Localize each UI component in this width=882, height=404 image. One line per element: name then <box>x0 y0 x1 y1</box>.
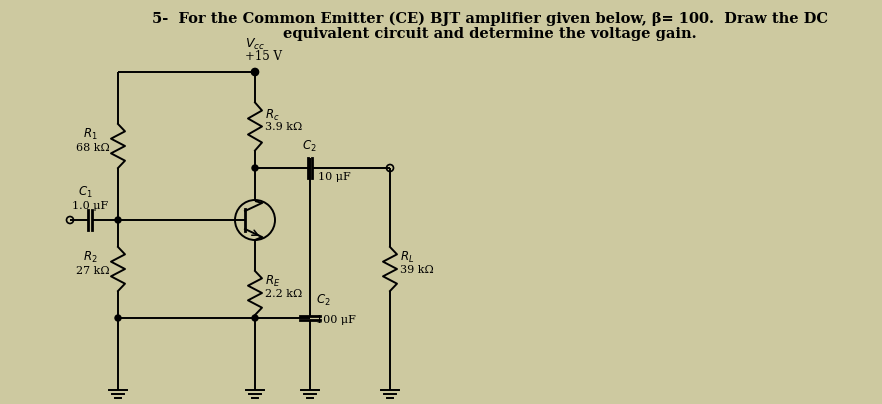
Text: 5-  For the Common Emitter (CE) BJT amplifier given below, β= 100.  Draw the DC: 5- For the Common Emitter (CE) BJT ampli… <box>152 12 828 26</box>
Text: $C_2$: $C_2$ <box>302 139 317 154</box>
Text: $C_2$: $C_2$ <box>316 293 331 308</box>
Text: $V_{cc}$: $V_{cc}$ <box>245 37 265 52</box>
Text: 100 μF: 100 μF <box>316 315 355 325</box>
Text: $R_L$: $R_L$ <box>400 250 415 265</box>
Text: 27 kΩ: 27 kΩ <box>76 266 109 276</box>
Text: $R_1$: $R_1$ <box>83 127 98 142</box>
Text: $R_2$: $R_2$ <box>83 250 98 265</box>
Circle shape <box>115 315 121 321</box>
Text: 39 kΩ: 39 kΩ <box>400 265 434 275</box>
Circle shape <box>252 69 258 75</box>
Text: equivalent circuit and determine the voltage gain.: equivalent circuit and determine the vol… <box>283 27 697 41</box>
Text: 1.0 μF: 1.0 μF <box>72 201 108 211</box>
Text: $R_c$: $R_c$ <box>265 107 280 122</box>
Circle shape <box>115 217 121 223</box>
Text: 10 μF: 10 μF <box>318 172 351 182</box>
Text: 3.9 kΩ: 3.9 kΩ <box>265 122 303 133</box>
Text: +15 V: +15 V <box>245 50 282 63</box>
Circle shape <box>252 315 258 321</box>
Circle shape <box>252 165 258 171</box>
Text: 68 kΩ: 68 kΩ <box>76 143 109 153</box>
Text: $C_1$: $C_1$ <box>78 185 93 200</box>
Text: $R_E$: $R_E$ <box>265 274 280 289</box>
Text: 2.2 kΩ: 2.2 kΩ <box>265 289 303 299</box>
